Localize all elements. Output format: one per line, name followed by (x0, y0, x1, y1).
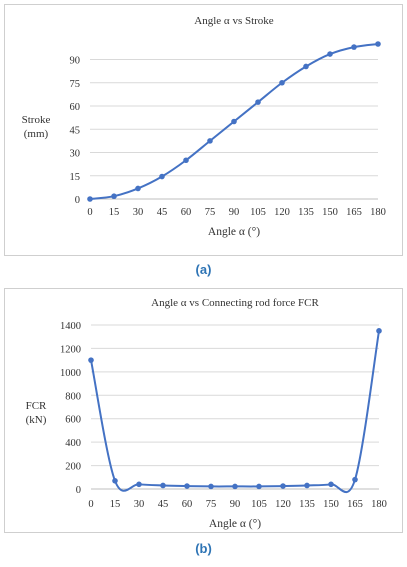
y-tick-label: 800 (65, 391, 81, 402)
x-axis-label: Angle α (°) (208, 226, 260, 238)
y-tick-label: 1200 (60, 344, 81, 355)
x-tick-label: 60 (182, 499, 193, 510)
data-point (87, 196, 93, 202)
data-point (111, 193, 117, 200)
x-tick-label: 0 (88, 499, 93, 510)
y-axis-label: (mm) (24, 128, 49, 140)
y-tick-label: 0 (76, 485, 81, 496)
data-point (255, 99, 261, 105)
data-point (375, 41, 381, 47)
y-tick-label: 1000 (60, 368, 81, 379)
y-tick-label: 0 (75, 195, 80, 206)
x-tick-label: 165 (346, 207, 362, 218)
caption-b: (b) (195, 541, 212, 556)
data-point (328, 481, 334, 488)
x-tick-label: 30 (134, 499, 145, 510)
stroke-chart: Angle α vs Stroke 0 15 30 45 60 75 90 0 15 30 45 60 7… (22, 15, 386, 238)
data-point (256, 483, 262, 490)
caption-a: (a) (195, 262, 212, 277)
x-tick-label: 30 (133, 207, 144, 218)
x-axis-label: Angle α (°) (209, 518, 261, 530)
x-tick-label: 90 (229, 207, 240, 218)
y-tick-label: 30 (70, 149, 81, 160)
y-axis-label: (kN) (26, 414, 47, 426)
data-point (279, 79, 285, 86)
force-chart: Angle α vs Connecting rod force FCR 0 200 4… (26, 297, 387, 530)
x-tick-label: 135 (299, 499, 315, 510)
data-point (88, 357, 94, 363)
y-tick-label: 60 (70, 102, 81, 113)
x-tick-label: 0 (87, 207, 92, 218)
y-tick-label: 90 (70, 56, 81, 67)
x-tick-label: 150 (323, 499, 339, 510)
y-axis-label: FCR (26, 400, 47, 412)
x-tick-label: 90 (230, 499, 241, 510)
data-point (352, 476, 358, 483)
data-point (184, 483, 190, 489)
series-line (90, 330, 380, 494)
y-tick-label: 400 (65, 438, 81, 449)
x-tick-label: 120 (275, 499, 291, 510)
y-tick-label: 200 (65, 462, 81, 473)
x-tick-label: 75 (205, 207, 216, 218)
y-tick-label: 75 (70, 79, 81, 90)
y-axis-label: Stroke (22, 114, 51, 126)
data-point (327, 51, 333, 57)
data-point (376, 328, 382, 334)
data-point (231, 118, 237, 125)
data-point (207, 138, 213, 144)
data-point (280, 483, 286, 489)
x-tick-label: 105 (250, 207, 266, 218)
y-tick-label: 1400 (60, 321, 81, 332)
data-point (303, 63, 309, 70)
x-tick-label: 120 (274, 207, 290, 218)
chart-panel-force: Angle α vs Connecting rod force FCR 0 200 4… (4, 288, 403, 533)
x-tick-label: 15 (110, 499, 121, 510)
y-tick-label: 45 (70, 125, 81, 136)
x-tick-label: 135 (298, 207, 314, 218)
x-tick-label: 15 (109, 207, 120, 218)
data-point (232, 483, 238, 490)
data-point (112, 478, 118, 484)
data-point (183, 157, 189, 164)
data-point (160, 482, 166, 489)
x-tick-label: 180 (370, 207, 386, 218)
chart-title: Angle α vs Stroke (194, 15, 274, 27)
data-point (351, 44, 357, 50)
data-point (159, 173, 165, 180)
x-tick-label: 60 (181, 207, 192, 218)
data-point (136, 481, 142, 488)
x-tick-label: 45 (158, 499, 169, 510)
x-tick-label: 75 (206, 499, 217, 510)
y-tick-label: 600 (65, 415, 81, 426)
x-tick-label: 180 (371, 499, 387, 510)
data-point (208, 483, 214, 490)
x-tick-label: 45 (157, 207, 168, 218)
x-tick-label: 105 (251, 499, 267, 510)
x-tick-label: 150 (322, 207, 338, 218)
x-tick-label: 165 (347, 499, 363, 510)
chart-title: Angle α vs Connecting rod force FCR (151, 297, 319, 309)
chart-panel-stroke: Angle α vs Stroke 0 15 30 45 60 75 90 0 15 30 45 60 7… (4, 4, 403, 256)
data-point (135, 185, 141, 192)
data-point (304, 482, 310, 489)
y-tick-label: 15 (70, 172, 81, 183)
